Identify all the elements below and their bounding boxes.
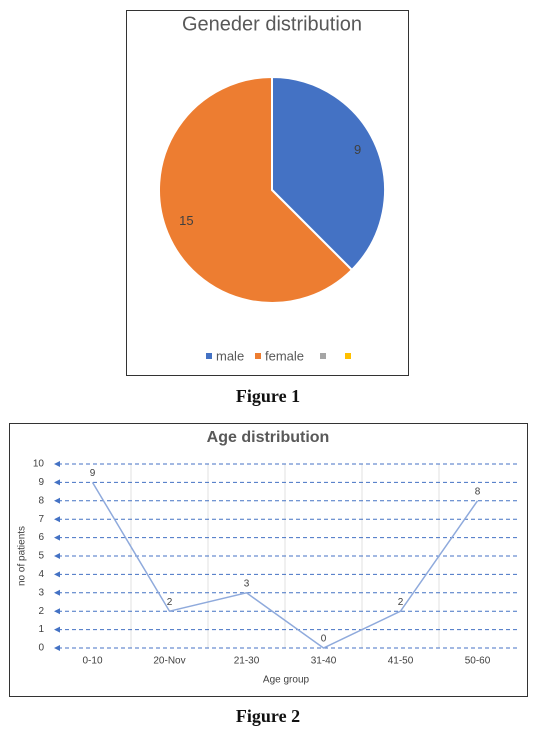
y-tick-label: 1	[38, 624, 44, 635]
y-tick-label: 8	[38, 495, 44, 506]
x-tick-label: 21-30	[234, 656, 260, 667]
data-label: 0	[321, 634, 327, 645]
caption: Figure 1	[236, 386, 300, 406]
x-tick-label: 50-60	[465, 656, 491, 667]
data-label: 3	[244, 578, 250, 589]
data-label: 15	[179, 213, 193, 228]
pie-slice	[271, 75, 386, 272]
y-tick-label: 4	[38, 569, 44, 580]
grid-arrow	[54, 571, 60, 578]
y-axis-label: no of patients	[17, 526, 28, 586]
pie-slice	[158, 75, 354, 304]
x-axis-label: Age group	[263, 675, 310, 686]
line-frame	[9, 423, 528, 697]
data-label: 9	[354, 142, 361, 157]
data-label: 9	[90, 468, 96, 479]
grid-arrow	[54, 626, 60, 633]
legend-swatch	[320, 353, 326, 359]
y-tick-label: 5	[38, 551, 44, 562]
data-label: 2	[167, 597, 173, 608]
line	[91, 482, 479, 649]
grid-arrow	[54, 516, 60, 523]
grid-arrow	[54, 461, 60, 467]
y-tick-label: 2	[38, 606, 44, 617]
legend-label: female	[265, 348, 304, 363]
y-tick-label: 9	[38, 477, 44, 488]
y-tick-label: 7	[38, 514, 44, 525]
y-tick-label: 3	[38, 587, 44, 598]
chart-title: Age distribution	[207, 429, 330, 446]
grid-arrow	[54, 497, 60, 504]
x-tick-label: 41-50	[388, 656, 414, 667]
caption: Figure 2	[236, 706, 300, 726]
grid-arrow	[54, 608, 60, 615]
legend-swatch	[345, 353, 351, 359]
y-tick-label: 6	[38, 532, 44, 543]
y-tick-label: 0	[38, 643, 44, 654]
legend-swatch	[206, 353, 212, 359]
x-tick-label: 0-10	[82, 656, 102, 667]
x-tick-label: 31-40	[311, 656, 337, 667]
grid-arrow	[54, 479, 60, 486]
chart-title: Geneder distribution	[182, 13, 362, 35]
legend-label: male	[216, 348, 244, 363]
legend-swatch	[255, 353, 261, 359]
grid-arrow	[54, 553, 60, 559]
grid-arrow	[54, 534, 60, 541]
data-label: 8	[475, 486, 481, 497]
x-tick-label: 20-Nov	[153, 656, 185, 667]
grid-arrow	[54, 645, 60, 651]
data-label: 2	[398, 597, 404, 608]
grid-arrow	[54, 589, 60, 596]
y-tick-label: 10	[33, 459, 45, 470]
